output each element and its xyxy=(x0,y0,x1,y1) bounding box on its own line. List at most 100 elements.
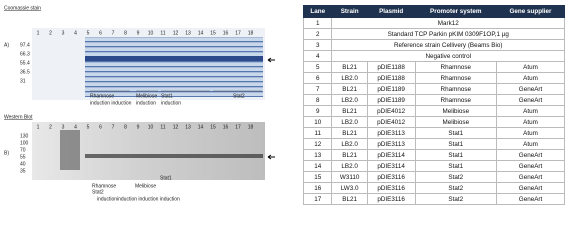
marker-label: 31 xyxy=(20,78,26,84)
table-cell: Mark12 xyxy=(331,17,565,29)
table-cell: 16 xyxy=(302,182,333,194)
group-label: Stat1 xyxy=(160,175,172,181)
panel-title: Coomassie stain xyxy=(4,5,41,11)
table-cell: Stat1 xyxy=(414,149,498,161)
table-cell: Atum xyxy=(496,105,565,117)
lane-number: 4 xyxy=(74,30,77,36)
table-cell: 14 xyxy=(302,160,333,172)
table-cell: 10 xyxy=(302,116,333,128)
table-cell: pDIE3116 xyxy=(366,182,416,194)
table-cell: 5 xyxy=(302,61,333,73)
table-cell: Stat2 xyxy=(414,182,498,194)
table-cell: Stat2 xyxy=(414,171,498,183)
lane-number: 5 xyxy=(87,30,90,36)
marker-label: 130 xyxy=(20,133,29,139)
lane-number: 7 xyxy=(112,30,115,36)
gel-a-band xyxy=(85,56,263,61)
lane-number: 10 xyxy=(148,124,154,130)
table-cell: pDIE1188 xyxy=(366,61,416,73)
marker-label: 40 xyxy=(20,161,26,167)
table-row: 6 LB2.0 pDIE1188 Rhamnose Atum xyxy=(302,72,565,84)
table-cell: 9 xyxy=(302,105,333,117)
table-cell: 11 xyxy=(302,127,333,139)
table-cell: 17 xyxy=(302,193,333,205)
lane-number: 1 xyxy=(37,30,40,36)
marker-label: 97.4 xyxy=(20,42,30,48)
table-cell: BL21 xyxy=(331,61,368,73)
table-cell: Stat1 xyxy=(414,138,498,150)
table-cell: Melibiose xyxy=(414,116,498,128)
lane-number: 3 xyxy=(62,30,65,36)
table-cell: Rhamnose xyxy=(414,94,498,106)
table-cell: Atum xyxy=(496,116,565,128)
lane-number: 10 xyxy=(148,30,154,36)
lane-number: 6 xyxy=(99,124,102,130)
marker-label: 55.4 xyxy=(20,60,30,66)
lane-number: 11 xyxy=(160,30,165,36)
table-cell: pDIE4012 xyxy=(366,116,416,128)
table-header: Lane Strain Plasmid Promoter system Gene sup… xyxy=(302,5,565,18)
table-cell: BL21 xyxy=(331,193,368,205)
table-cell: 4 xyxy=(302,50,333,62)
table-cell: 13 xyxy=(302,149,333,161)
table-cell: 3 xyxy=(302,39,333,51)
lane-number: 16 xyxy=(223,30,229,36)
table-row: 3 Reference strain Cellivery (Beams Bio) xyxy=(302,39,565,51)
group-label: inductioninduction induction induction xyxy=(97,196,180,202)
table-cell: 12 xyxy=(302,138,333,150)
group-label: Rhamnose xyxy=(92,183,116,189)
table-cell: GeneArt xyxy=(496,149,565,161)
table-cell: 8 xyxy=(302,94,333,106)
column-header: Plasmid xyxy=(366,5,416,18)
table-row: 12 LB2.0 pDIE3113 Stat1 Atum xyxy=(302,138,565,150)
lane-number: 2 xyxy=(49,124,52,130)
lane-number: 8 xyxy=(124,30,127,36)
table-cell: GeneArt xyxy=(496,94,565,106)
group-label: Stat2 xyxy=(92,189,104,195)
table-cell: 2 xyxy=(302,28,333,40)
lane-number: 9 xyxy=(137,30,140,36)
table-row: 9 BL21 pDIE4012 Melibiose Atum xyxy=(302,105,565,117)
column-header: Strain xyxy=(331,5,368,18)
lane-number: 15 xyxy=(210,30,216,36)
table-cell: LW3.0 xyxy=(331,182,368,194)
table-cell: LB2.0 xyxy=(331,160,368,172)
table-cell: pDIE1189 xyxy=(366,83,416,95)
lane-number: 12 xyxy=(173,124,179,130)
table-row: 14 LB2.0 pDIE3114 Stat1 GeneArt xyxy=(302,160,565,172)
lane-number: 5 xyxy=(87,124,90,130)
table-row: 4 Negative control xyxy=(302,50,565,62)
table-cell: Reference strain Cellivery (Beams Bio) xyxy=(331,39,565,51)
table-cell: Rhamnose xyxy=(414,61,498,73)
marker-label: 36.5 xyxy=(20,69,30,75)
lane-number: 9 xyxy=(137,124,140,130)
lane-number: 2 xyxy=(49,30,52,36)
table-cell: BL21 xyxy=(331,83,368,95)
arrow-b xyxy=(267,154,275,160)
table-cell: 7 xyxy=(302,83,333,95)
table-cell: BL21 xyxy=(331,149,368,161)
group-label: induction xyxy=(161,100,181,106)
group-label: Stat1 xyxy=(161,93,173,99)
table-cell: LB2.0 xyxy=(331,72,368,84)
lane-number: 17 xyxy=(235,30,241,36)
lane-number: 18 xyxy=(248,30,254,36)
table-cell: LB2.0 xyxy=(331,116,368,128)
table-cell: 1 xyxy=(302,17,333,29)
table-cell: LB2.0 xyxy=(331,94,368,106)
lane-number: 1 xyxy=(37,124,40,130)
group-label: Rhamnose xyxy=(90,93,114,99)
table-cell: Stat1 xyxy=(414,160,498,172)
table-row: 2 Standard TCP Parkin pKIM 0309F1OP,1 µg xyxy=(302,28,565,40)
lane-number: 14 xyxy=(198,30,204,36)
table-cell: pDIE3116 xyxy=(366,193,416,205)
group-label: Melibiose xyxy=(136,93,157,99)
table-cell: LB2.0 xyxy=(331,138,368,150)
table-cell: GeneArt xyxy=(496,171,565,183)
table-cell: Melibiose xyxy=(414,105,498,117)
lane-number: 14 xyxy=(198,124,204,130)
column-header: Gene supplier xyxy=(496,5,565,18)
table-cell: GeneArt xyxy=(496,83,565,95)
table-cell: Rhamnose xyxy=(414,72,498,84)
